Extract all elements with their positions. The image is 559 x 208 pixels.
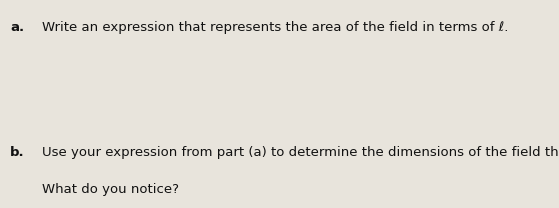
Text: a.: a. <box>10 21 24 34</box>
Text: What do you notice?: What do you notice? <box>42 183 179 196</box>
Text: b.: b. <box>10 146 25 158</box>
Text: Use your expression from part (a) to determine the dimensions of the field that : Use your expression from part (a) to det… <box>42 146 559 158</box>
Text: Write an expression that represents the area of the field in terms of ℓ.: Write an expression that represents the … <box>42 21 508 34</box>
